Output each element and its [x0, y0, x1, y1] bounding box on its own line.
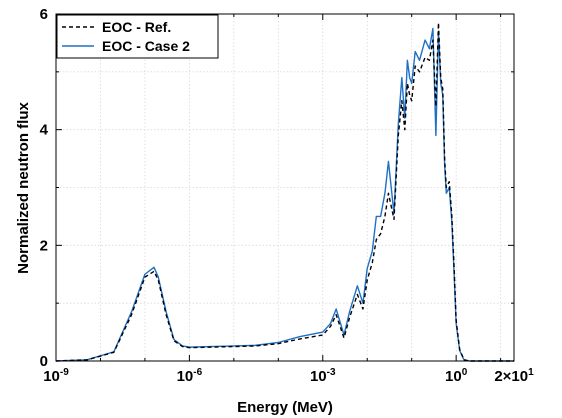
x-tick-label-base: 10	[43, 368, 60, 385]
x-tick-label-exponent: -3	[327, 367, 336, 378]
x-tick-label: 10-3	[310, 367, 336, 385]
x-tick-label-base: 10	[177, 368, 194, 385]
x-tick-label: 10-9	[43, 367, 69, 385]
legend-label-case2: EOC - Case 2	[102, 38, 190, 54]
y-tick-label: 2	[40, 237, 48, 254]
series-layer	[55, 21, 514, 362]
series-line-ref	[55, 21, 514, 362]
y-axis-title: Normalized neutron flux	[15, 102, 32, 274]
x-tick-label-exponent: -9	[60, 367, 69, 378]
y-tick-label: 6	[40, 6, 48, 23]
x-tick-label-base: 2×10	[494, 368, 528, 385]
legend: EOC - Ref. EOC - Case 2	[56, 14, 219, 59]
legend-label-ref: EOC - Ref.	[102, 19, 171, 35]
x-tick-labels: 10-9 10-6 10-3 100 2×101	[43, 367, 534, 385]
y-tick-label: 4	[40, 122, 49, 139]
x-tick-label: 100	[445, 367, 468, 385]
x-tick-label: 10-6	[177, 367, 203, 385]
x-tick-label-exponent: 0	[462, 367, 468, 378]
x-tick-label: 2×101	[494, 367, 534, 385]
y-tick-label: 0	[40, 353, 48, 370]
x-tick-label-base: 10	[445, 368, 462, 385]
x-tick-label-exponent: -6	[193, 367, 202, 378]
x-axis-title: Energy (MeV)	[237, 399, 333, 416]
x-tick-label-exponent: 1	[528, 367, 534, 378]
x-tick-label-base: 10	[310, 368, 327, 385]
legend-box	[56, 14, 219, 59]
y-tick-labels: 0 2 4 6	[40, 6, 49, 370]
